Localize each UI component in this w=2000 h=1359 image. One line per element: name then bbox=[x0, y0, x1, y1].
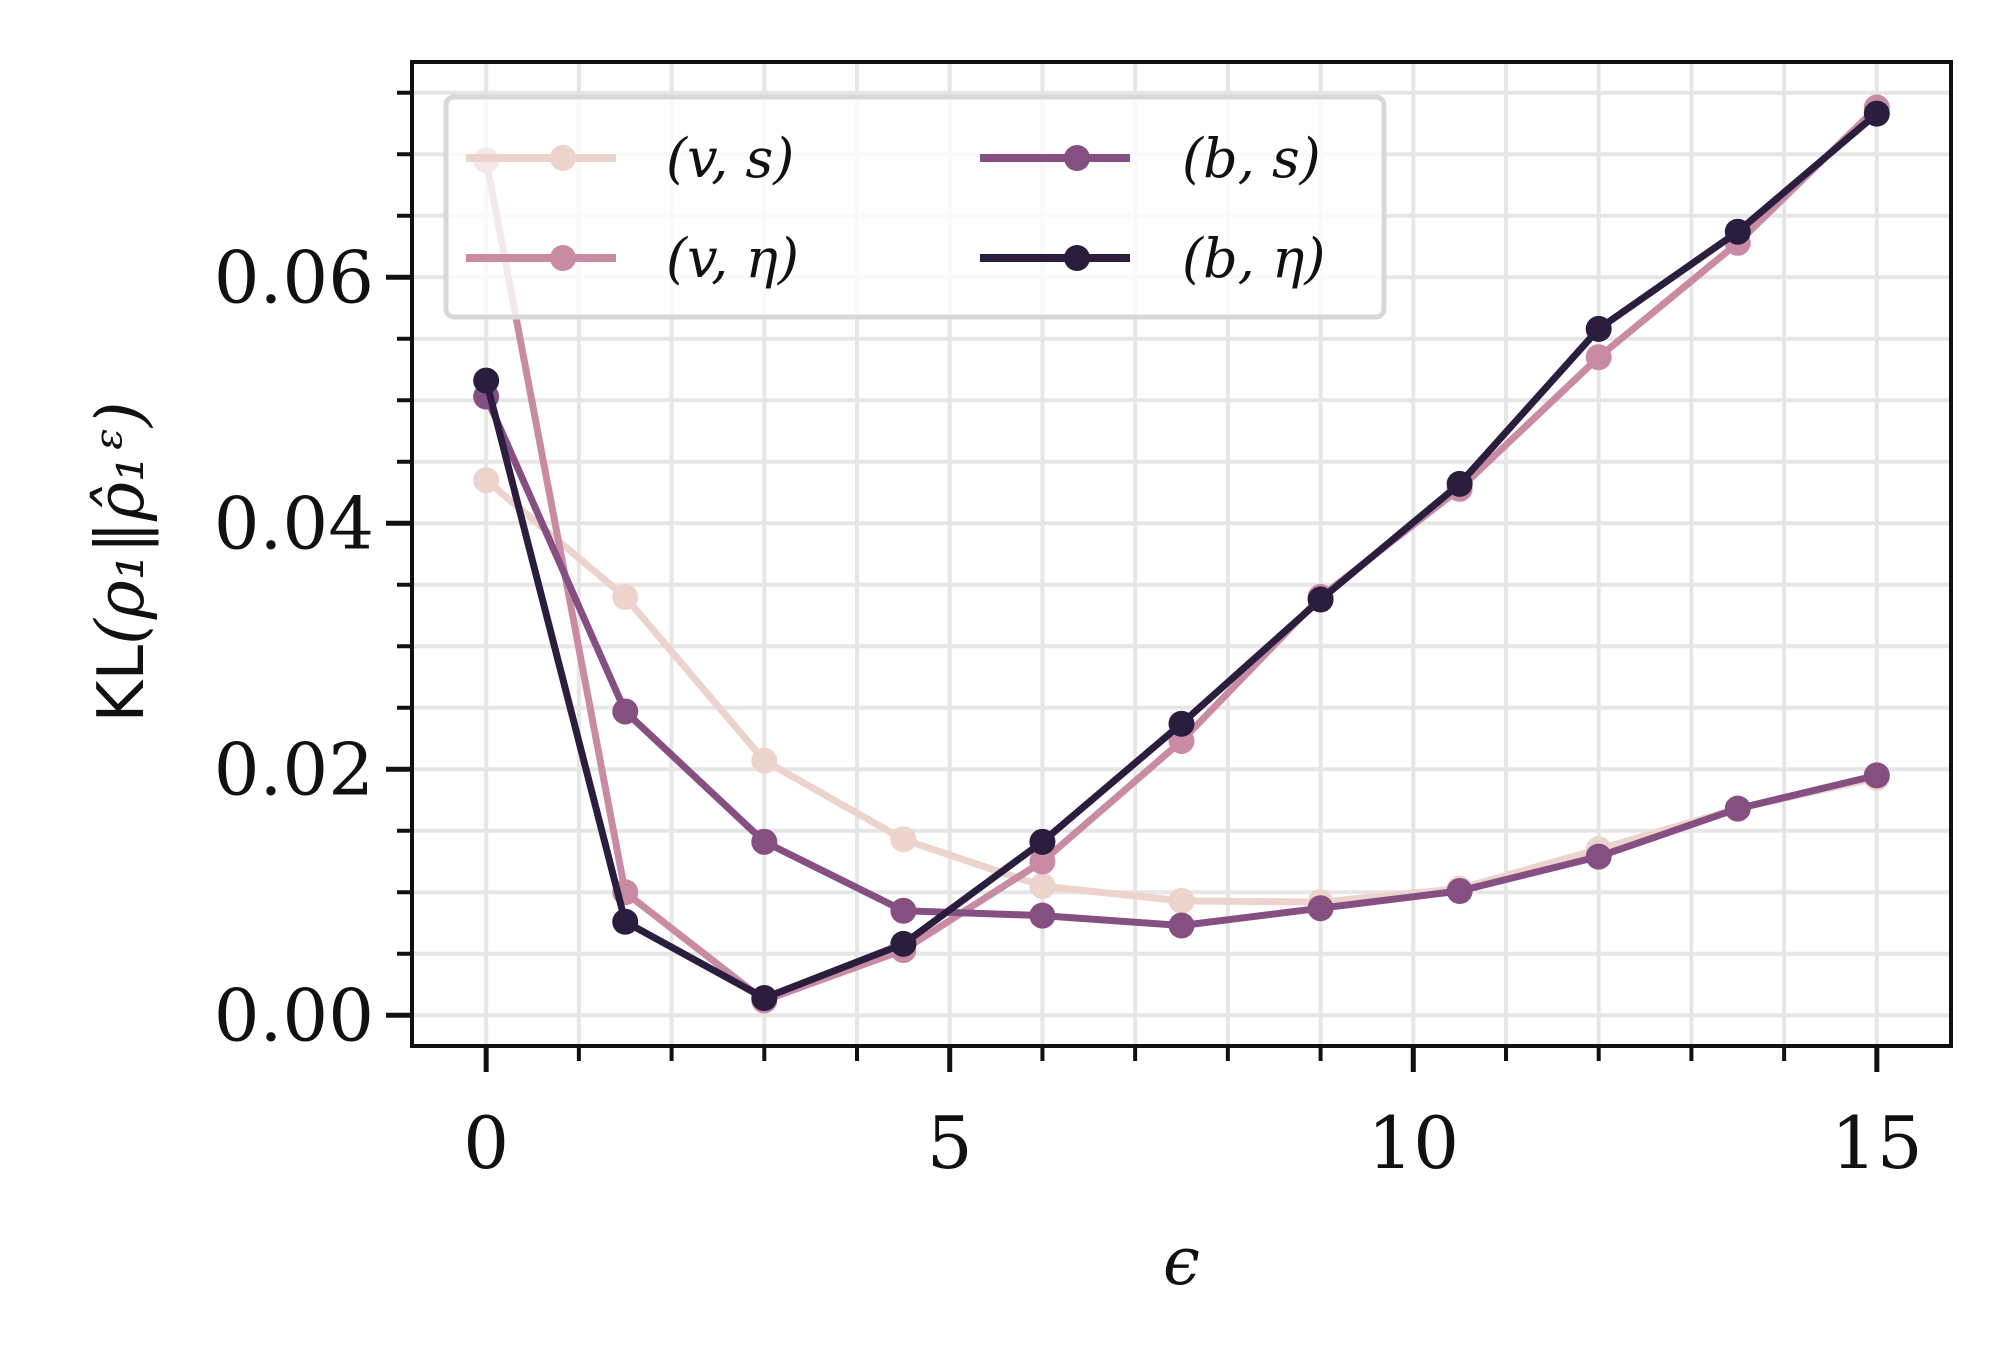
data-point bbox=[1029, 902, 1056, 929]
legend-box bbox=[443, 94, 1387, 320]
data-point bbox=[890, 897, 917, 924]
series-lines bbox=[473, 94, 1890, 1014]
y-tick-label: 0.04 bbox=[214, 481, 374, 565]
legend: (v, s) (v, η) (b, s) (b, η) bbox=[443, 94, 1387, 320]
legend-label: (v, η) bbox=[666, 227, 799, 290]
data-point bbox=[612, 584, 639, 611]
data-point bbox=[751, 747, 778, 774]
legend-marker bbox=[1064, 245, 1090, 271]
data-point bbox=[1863, 762, 1890, 789]
svg-text:KL(ρ₁‖ρ̂₁ᵋ): KL(ρ₁‖ρ̂₁ᵋ) bbox=[82, 402, 159, 723]
data-point bbox=[1446, 878, 1473, 905]
data-point bbox=[751, 828, 778, 855]
data-point bbox=[1724, 795, 1751, 822]
legend-entry: (v, s) bbox=[466, 127, 794, 190]
series-4 bbox=[473, 100, 1890, 1012]
series-line bbox=[482, 395, 1878, 929]
x-tick-label: 10 bbox=[1367, 1101, 1459, 1185]
legend-label: (b, s) bbox=[1182, 127, 1321, 190]
y-axis-label-math: (ρ₁‖ρ̂₁ᵋ) bbox=[82, 402, 159, 645]
data-point bbox=[1168, 710, 1195, 737]
x-tick-label: 15 bbox=[1831, 1101, 1923, 1185]
x-tick-label: 0 bbox=[463, 1101, 509, 1185]
plot-frame bbox=[410, 60, 1953, 1048]
data-point bbox=[1585, 315, 1612, 342]
axis-ticks: 0 5 10 15 0.00 0.02 0.04 0.06 bbox=[214, 90, 1923, 1185]
data-point bbox=[1029, 848, 1056, 875]
data-point bbox=[473, 367, 500, 394]
series-1 bbox=[473, 467, 1890, 916]
legend-entry: (b, s) bbox=[980, 127, 1321, 190]
data-point bbox=[1307, 586, 1334, 613]
data-point bbox=[1168, 912, 1195, 939]
legend-entry: (v, η) bbox=[466, 227, 799, 290]
series-3 bbox=[473, 383, 1890, 939]
data-point bbox=[612, 908, 639, 935]
data-point bbox=[1585, 843, 1612, 870]
legend-label: (v, s) bbox=[666, 127, 794, 190]
x-axis-label: ϵ bbox=[1163, 1223, 1200, 1300]
data-point bbox=[1863, 100, 1890, 127]
y-tick-label: 0.02 bbox=[214, 727, 374, 811]
legend-label: (b, η) bbox=[1182, 227, 1325, 290]
data-point bbox=[1307, 895, 1334, 922]
data-point bbox=[751, 985, 778, 1012]
data-point bbox=[1585, 344, 1612, 371]
data-point bbox=[890, 826, 917, 853]
data-point bbox=[1029, 873, 1056, 900]
series-line bbox=[483, 477, 1878, 906]
data-point bbox=[612, 698, 639, 725]
legend-marker bbox=[550, 145, 576, 171]
legend-entry: (b, η) bbox=[980, 227, 1325, 290]
data-point bbox=[1168, 887, 1195, 914]
data-point bbox=[890, 930, 917, 957]
x-tick-label: 5 bbox=[927, 1101, 973, 1185]
y-axis-label: KL(ρ₁‖ρ̂₁ᵋ) bbox=[82, 402, 159, 723]
data-point bbox=[1029, 828, 1056, 855]
y-axis-label-prefix: KL bbox=[85, 644, 159, 722]
y-tick-label: 0.00 bbox=[214, 973, 374, 1057]
data-point bbox=[1446, 470, 1473, 497]
data-point bbox=[473, 467, 500, 494]
data-point bbox=[1724, 218, 1751, 245]
y-tick-label: 0.06 bbox=[214, 235, 374, 319]
legend-marker bbox=[1064, 145, 1090, 171]
legend-marker bbox=[550, 245, 576, 271]
